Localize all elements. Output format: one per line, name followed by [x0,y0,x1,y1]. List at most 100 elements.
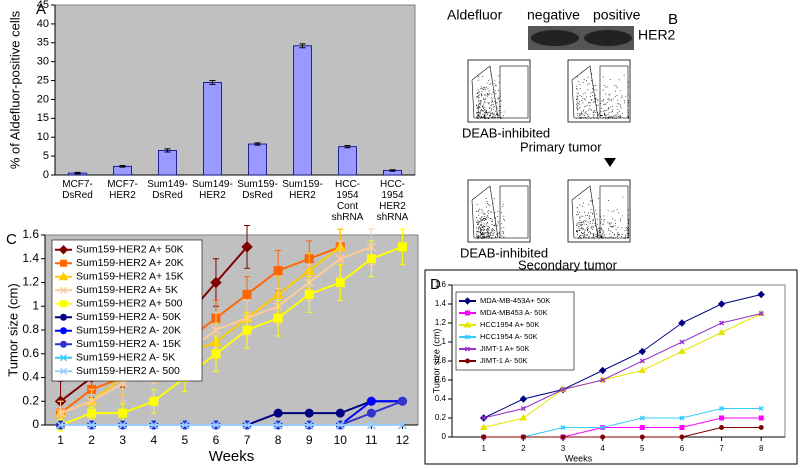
flow-dot [590,109,592,111]
flow-dot [606,102,608,103]
flow-dot [477,106,479,107]
marker [679,434,685,440]
flow-dot [628,236,629,238]
flow-dot [501,235,503,237]
flow-dot [498,117,500,118]
flow-dot [594,236,596,238]
flow-dot [489,108,491,109]
flow-dot [482,233,483,235]
flow-dot [590,92,592,94]
marker [118,408,128,418]
flow-dot [587,116,589,118]
flow-dot [601,100,603,102]
flow-dot [496,102,498,103]
series-line [483,313,762,419]
marker [520,405,526,412]
flow-dot [615,229,617,231]
flow-dot [597,232,599,234]
marker [273,266,283,276]
flow-dot [590,231,591,233]
error-bar [164,148,171,153]
flow-dot [581,112,583,114]
marker [397,420,407,430]
flow-dot [608,229,610,231]
flow-dot [585,99,586,101]
flow-dot [602,233,604,235]
legend-label: HCC1954 A+ 50K [480,320,539,329]
flow-dot [489,93,490,94]
flow-dot [579,212,580,214]
x-tick-label: 5 [182,433,189,447]
flow-dot [488,225,489,227]
flow-dot [481,116,482,118]
flow-dot [480,232,482,234]
flow-dot [592,225,594,227]
flow-dot [488,235,490,237]
marker [479,423,488,430]
x-tick-label: Sum149- HER2 [192,179,233,201]
flow-dot [476,227,478,229]
legend-label: Sum159-HER2 A+ 5K [76,284,178,296]
y-tick-label: 35 [37,37,49,49]
flow-dot [499,236,501,238]
marker [638,366,647,373]
flow-dot [481,222,483,224]
flow-dot [479,217,481,219]
flow-dot [579,217,581,219]
flow-dot [478,94,480,96]
flow-dot [492,113,493,114]
flow-dot [584,98,586,100]
flow-dot [488,212,489,214]
flow-dot [579,103,581,105]
flow-dot [484,219,485,221]
flow-dot [495,223,497,225]
flow-dot [618,103,620,105]
legend-label: Sum159-HER2 A- 5K [76,352,175,364]
flow-dot [602,235,603,237]
flow-dot [495,93,497,95]
flow-dot [625,234,626,236]
flow-dot [590,209,592,210]
flow-dot [478,106,480,108]
flow-dot [588,107,590,109]
flow-dot [482,218,484,219]
flow-dot [583,234,585,236]
flow-dot [616,87,618,89]
flow-dot [596,235,598,237]
x-tick-label: 8 [759,444,764,453]
flow-dot [481,234,483,235]
flow-dot [602,104,604,106]
flow-dot [589,215,591,217]
error-bar [344,145,351,149]
marker [60,313,67,321]
flow-dot [481,95,483,97]
flow-dot [607,222,609,224]
flow-dot [576,76,578,78]
flow-dot [481,229,482,231]
flow-dot [598,229,600,231]
flow-dot [595,97,597,99]
flow-dot [607,237,609,239]
flow-dot [481,117,483,119]
flow-dot [500,112,502,114]
flow-dot [578,101,580,102]
gate [599,185,629,239]
marker [465,358,470,364]
flow-dot [481,219,483,221]
flow-dot [493,232,495,234]
flow-dot [592,112,594,113]
flow-dot [587,114,588,115]
flow-dot [591,109,593,111]
flow-dot [603,85,605,86]
flow-dot [496,112,498,114]
flow-dot [583,237,585,239]
flow-dot [578,226,580,228]
flow-dot [504,219,505,221]
legend-label: MDA-MB-453A+ 50K [480,296,550,305]
error-bar [299,43,306,49]
flow-dot [600,115,602,117]
flow-dot [611,222,612,224]
flow-dot [478,214,480,216]
flow-dot [479,235,481,237]
flow-dot [603,113,605,115]
